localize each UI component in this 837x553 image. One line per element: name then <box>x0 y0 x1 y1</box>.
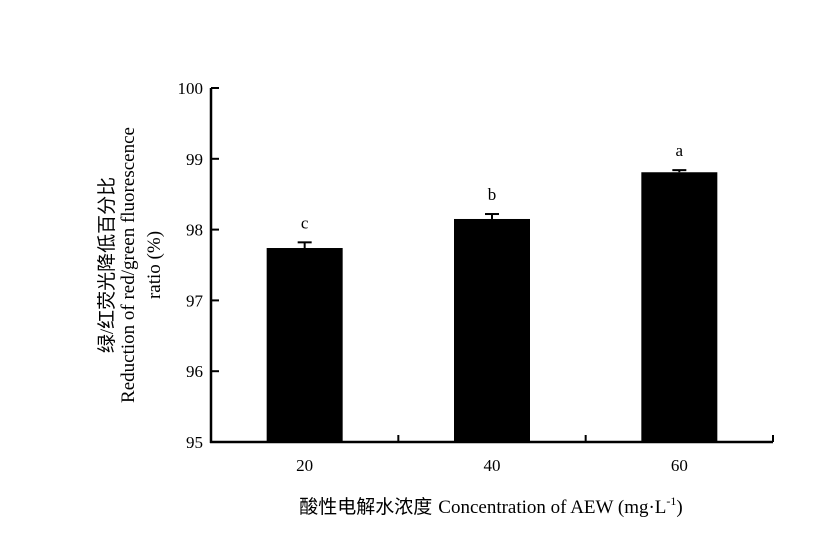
y-axis-title-cn: 绿/红荧光降低百分比 <box>96 177 118 353</box>
y-tick-label: 100 <box>178 79 204 98</box>
y-tick-label: 99 <box>186 150 203 169</box>
x-tick-label: 20 <box>296 456 313 475</box>
x-axis-title-en: Concentration of AEW (mg·L <box>438 497 666 518</box>
x-axis-title-cn: 酸性电解水浓度 <box>299 496 432 518</box>
y-axis-title: 绿/红荧光降低百分比 Reduction of red/green fluore… <box>96 127 165 403</box>
bars-group <box>266 172 718 442</box>
x-tick-label: 60 <box>671 456 688 475</box>
y-tick-label: 98 <box>186 221 203 240</box>
x-tick-label: 40 <box>484 456 501 475</box>
y-axis-title-line3: ratio (%) <box>144 231 165 299</box>
x-axis-title: 酸性电解水浓度 Concentration of AEW (mg·L-1) <box>299 494 682 518</box>
bar <box>641 172 718 442</box>
y-axis-ticks: 95 96 97 98 99 100 <box>178 79 219 452</box>
error-bars-group <box>297 169 687 249</box>
x-axis-title-sup: -1 <box>666 494 676 508</box>
y-tick-label: 95 <box>186 433 203 452</box>
significance-letter: b <box>488 185 497 204</box>
bar <box>454 218 530 442</box>
y-tick-label: 96 <box>186 362 203 381</box>
y-axis-title-line2: Reduction of red/green fluorescence <box>118 127 139 403</box>
x-axis-ticks: 20 40 60 <box>296 435 774 475</box>
bar <box>266 248 343 442</box>
significance-letter: a <box>676 141 684 160</box>
significance-letter: c <box>301 213 309 232</box>
y-tick-label: 97 <box>186 291 204 310</box>
x-axis-title-close: ) <box>676 497 682 518</box>
significance-letters-group: c b a <box>301 141 684 232</box>
